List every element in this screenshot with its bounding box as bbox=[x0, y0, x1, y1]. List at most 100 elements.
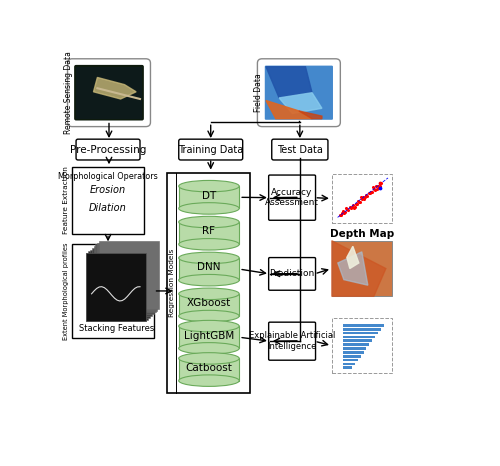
Text: Remote Sensing Data: Remote Sensing Data bbox=[64, 51, 73, 134]
Bar bbox=[167, 172, 250, 393]
Polygon shape bbox=[94, 77, 136, 99]
Polygon shape bbox=[299, 111, 322, 119]
Point bbox=[360, 193, 368, 201]
Bar bbox=[344, 351, 363, 354]
FancyBboxPatch shape bbox=[268, 175, 316, 220]
Point bbox=[337, 211, 345, 219]
Bar bbox=[94, 246, 154, 314]
Text: Pre-Processing: Pre-Processing bbox=[70, 144, 146, 155]
Ellipse shape bbox=[179, 203, 239, 214]
Point bbox=[373, 185, 381, 192]
Polygon shape bbox=[179, 358, 239, 381]
Text: Extent Morphological profiles: Extent Morphological profiles bbox=[64, 242, 70, 340]
Ellipse shape bbox=[179, 252, 239, 264]
FancyBboxPatch shape bbox=[258, 59, 340, 127]
Polygon shape bbox=[338, 252, 368, 285]
Text: Erosion: Erosion bbox=[90, 185, 126, 195]
Text: Feature Extraction: Feature Extraction bbox=[64, 166, 70, 234]
Text: Prediction: Prediction bbox=[270, 269, 314, 278]
Polygon shape bbox=[179, 186, 239, 208]
FancyBboxPatch shape bbox=[268, 258, 316, 290]
Text: Training Data: Training Data bbox=[178, 144, 244, 155]
FancyBboxPatch shape bbox=[76, 139, 140, 160]
Polygon shape bbox=[279, 93, 322, 114]
FancyBboxPatch shape bbox=[74, 65, 144, 121]
Bar bbox=[344, 328, 381, 330]
Text: RF: RF bbox=[202, 226, 215, 236]
Point bbox=[357, 193, 365, 200]
Point bbox=[355, 199, 363, 206]
Bar bbox=[332, 241, 392, 296]
Text: Morphological Operators: Morphological Operators bbox=[58, 171, 158, 181]
FancyBboxPatch shape bbox=[179, 139, 242, 160]
Point bbox=[346, 204, 354, 211]
Polygon shape bbox=[179, 222, 239, 244]
Point bbox=[376, 183, 384, 190]
Bar bbox=[92, 248, 152, 316]
Polygon shape bbox=[266, 101, 312, 119]
Text: Field Data: Field Data bbox=[254, 73, 262, 112]
Ellipse shape bbox=[179, 310, 239, 322]
Point bbox=[366, 190, 374, 197]
Bar bbox=[98, 242, 158, 311]
Text: Test Data: Test Data bbox=[277, 144, 323, 155]
Point bbox=[340, 209, 348, 216]
Bar bbox=[86, 253, 146, 321]
Text: Explainable Artificial
Intelligence: Explainable Artificial Intelligence bbox=[249, 331, 336, 351]
Point bbox=[371, 186, 379, 194]
Bar bbox=[332, 174, 392, 223]
FancyBboxPatch shape bbox=[68, 59, 150, 127]
Bar bbox=[76, 67, 142, 119]
Point bbox=[348, 204, 356, 211]
Point bbox=[356, 199, 364, 206]
Bar bbox=[344, 355, 360, 357]
Point bbox=[353, 200, 361, 208]
Point bbox=[346, 204, 354, 212]
Polygon shape bbox=[347, 246, 359, 268]
Polygon shape bbox=[179, 258, 239, 280]
Text: Dilation: Dilation bbox=[89, 204, 127, 213]
Text: DT: DT bbox=[202, 191, 216, 200]
Ellipse shape bbox=[179, 274, 239, 286]
Point bbox=[354, 197, 362, 205]
Text: Depth Map: Depth Map bbox=[330, 228, 394, 239]
Bar bbox=[72, 167, 144, 233]
Text: Stacking Features: Stacking Features bbox=[79, 324, 154, 333]
Text: Regression Models: Regression Models bbox=[169, 249, 175, 317]
FancyBboxPatch shape bbox=[268, 322, 316, 360]
Bar bbox=[344, 366, 352, 369]
Point bbox=[366, 188, 374, 196]
Ellipse shape bbox=[179, 375, 239, 386]
Bar bbox=[344, 359, 358, 362]
Text: Catboost: Catboost bbox=[186, 363, 232, 373]
Bar bbox=[96, 244, 156, 313]
Point bbox=[342, 208, 349, 215]
Ellipse shape bbox=[179, 288, 239, 300]
Point bbox=[376, 179, 384, 187]
Ellipse shape bbox=[179, 216, 239, 228]
Text: DNN: DNN bbox=[197, 262, 220, 272]
Point bbox=[358, 195, 366, 202]
Bar bbox=[90, 250, 150, 318]
Bar bbox=[332, 318, 392, 373]
Point bbox=[368, 188, 376, 196]
Text: XGboost: XGboost bbox=[187, 298, 231, 308]
Point bbox=[370, 185, 378, 193]
Ellipse shape bbox=[179, 353, 239, 364]
Point bbox=[350, 204, 358, 212]
Ellipse shape bbox=[179, 343, 239, 354]
Point bbox=[375, 185, 383, 192]
Point bbox=[336, 211, 344, 219]
Bar bbox=[100, 241, 160, 309]
Point bbox=[364, 192, 372, 199]
Point bbox=[344, 206, 352, 213]
Point bbox=[374, 182, 382, 189]
Point bbox=[376, 184, 384, 192]
Point bbox=[360, 195, 368, 203]
FancyBboxPatch shape bbox=[265, 66, 333, 120]
Point bbox=[362, 191, 370, 199]
FancyBboxPatch shape bbox=[272, 139, 328, 160]
Point bbox=[362, 193, 370, 200]
Point bbox=[348, 202, 356, 209]
Text: LightGBM: LightGBM bbox=[184, 330, 234, 341]
